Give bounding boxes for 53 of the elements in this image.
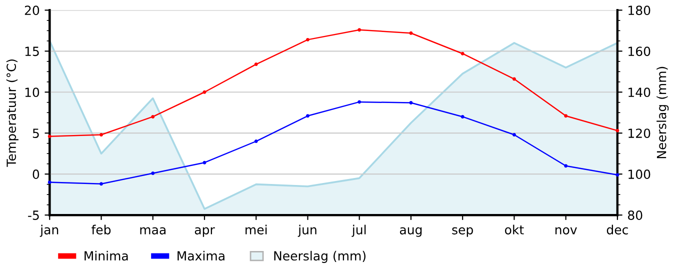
point [151, 114, 155, 118]
point [100, 182, 103, 186]
y-tick-label: 15 [25, 46, 39, 56]
y2-tick-label: 100 [628, 170, 650, 179]
point [460, 52, 464, 56]
point [616, 173, 620, 177]
point [460, 114, 464, 118]
point [358, 28, 362, 32]
x-tick-label: feb [92, 224, 111, 234]
point [202, 160, 206, 164]
point [306, 114, 310, 118]
point [202, 90, 206, 94]
y2-axis-title: Neerslag (mm) [656, 66, 669, 158]
y2-tick-label: 160 [628, 46, 650, 56]
point [512, 133, 516, 136]
x-tick-label: apr [194, 227, 215, 237]
legend-label: Maxima [178, 250, 224, 261]
point [564, 114, 568, 118]
x-tick-label: mei [246, 224, 267, 234]
point [48, 180, 52, 184]
y2-tick-label: 120 [628, 128, 650, 138]
y-tick-label: 0 [32, 170, 40, 179]
point [306, 38, 310, 42]
x-tick-label: sep [452, 227, 473, 237]
legend-label: Minima [84, 250, 128, 261]
point [616, 128, 620, 132]
y-tick-label: -5 [28, 210, 39, 220]
x-tick-label: maa [140, 227, 166, 234]
point [512, 77, 516, 81]
x-tick-label: jan [40, 224, 58, 237]
point [151, 172, 155, 175]
point [409, 101, 413, 105]
point [100, 133, 103, 136]
y2-tick-label: 140 [628, 88, 650, 98]
x-tick-label: aug [400, 227, 422, 237]
point [358, 100, 362, 104]
point [254, 140, 258, 144]
y-tick-label: 5 [32, 128, 39, 138]
y-axis-title: Temperatuur (°C) [6, 59, 18, 167]
x-tick-label: jul [352, 224, 366, 237]
y2-tick-label: 180 [628, 6, 650, 16]
x-tick-label: dec [606, 224, 628, 234]
point [48, 134, 52, 138]
y-tick-label: 20 [24, 6, 40, 16]
y-tick-label: 10 [25, 88, 40, 98]
point [254, 62, 258, 66]
legend-label: Neerslag (mm) [274, 250, 366, 263]
point [409, 31, 413, 35]
x-tick-label: jun [298, 224, 316, 237]
x-tick-label: okt [505, 224, 524, 234]
y2-tick-label: 80 [628, 210, 642, 220]
x-tick-label: nov [555, 227, 577, 234]
point [564, 164, 568, 168]
